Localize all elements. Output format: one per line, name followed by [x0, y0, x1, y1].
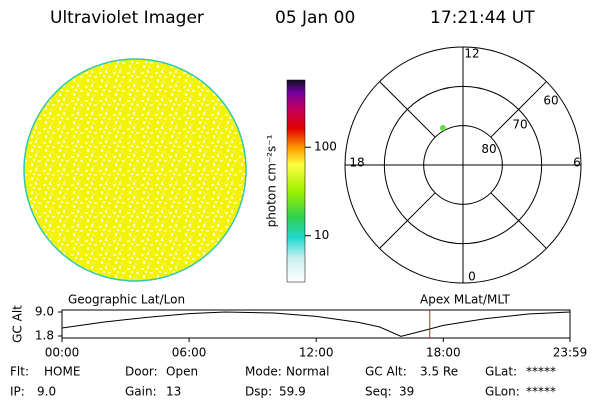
polar-hour-label: 18 [349, 156, 364, 170]
polar-hour-label: 0 [468, 270, 476, 284]
colorbar-tick-label: 100 [314, 140, 337, 154]
time: 17:21:44 UT [430, 8, 535, 28]
status-label: GC Alt: [365, 365, 407, 379]
polar-hour-label: 12 [464, 47, 479, 61]
status-value: ***** [526, 385, 556, 399]
y-tick-label: 1.8 [35, 329, 54, 343]
y-axis-label: GC Alt [11, 305, 25, 343]
polar-ring-label: 60 [543, 93, 558, 107]
status-label: Mode: [245, 365, 282, 379]
status-label: Door: [125, 365, 158, 379]
status-value: HOME [44, 365, 80, 379]
status-label: IP: [10, 385, 25, 399]
left-label: Geographic Lat/Lon [68, 293, 185, 307]
polar-point [439, 125, 446, 132]
y-tick-label: 9.0 [35, 305, 54, 319]
polar-ring [423, 125, 503, 205]
status-value: Normal [286, 365, 329, 379]
x-tick-label: 18:00 [426, 346, 461, 360]
status-value: 9.0 [37, 385, 56, 399]
polar-ring-label: 80 [481, 142, 496, 156]
colorbar-tick-label: 10 [314, 228, 329, 242]
image-disk [23, 58, 247, 282]
status-value: 39 [399, 385, 414, 399]
polar-ring [344, 46, 582, 284]
x-tick-label: 00:00 [45, 346, 80, 360]
status-label: Gain: [125, 385, 157, 399]
status-label: Flt: [10, 365, 29, 379]
x-tick-label: 06:00 [172, 346, 207, 360]
status-label: Seq: [365, 385, 392, 399]
status-label: GLon: [485, 385, 520, 399]
right-label: Apex MLat/MLT [420, 293, 510, 307]
date: 05 Jan 00 [275, 8, 355, 28]
altitude-line [61, 311, 571, 337]
status-value: 13 [166, 385, 181, 399]
colorbar [286, 79, 306, 283]
status-value: 3.5 Re [420, 365, 458, 379]
altitude-frame [61, 309, 571, 339]
polar-ring-label: 70 [512, 118, 527, 132]
instrument-title: Ultraviolet Imager [50, 8, 204, 28]
status-value: 59.9 [279, 385, 306, 399]
colorbar-label: photon cm⁻²s⁻¹ [265, 134, 279, 227]
polar-ring [383, 85, 543, 245]
status-label: GLat: [485, 365, 517, 379]
status-value: ***** [526, 365, 556, 379]
status-value: Open [166, 365, 198, 379]
polar-hour-label: 6 [573, 156, 581, 170]
x-tick-label: 12:00 [299, 346, 334, 360]
status-label: Dsp: [245, 385, 272, 399]
x-tick-label: 23:59 [553, 346, 588, 360]
